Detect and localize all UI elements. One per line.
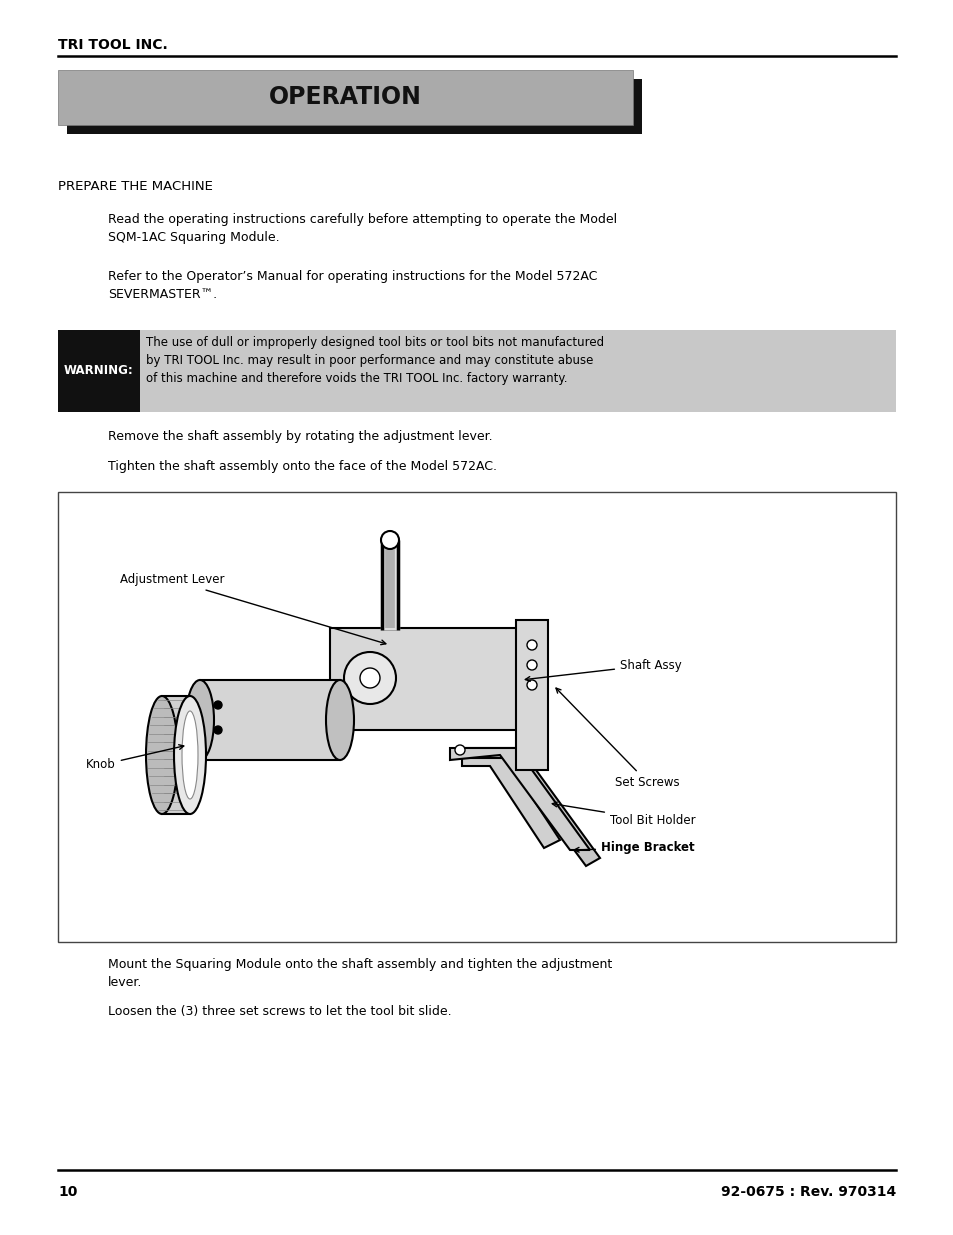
Text: Mount the Squaring Module onto the shaft assembly and tighten the adjustment
lev: Mount the Squaring Module onto the shaft… [108, 958, 612, 989]
Circle shape [213, 726, 222, 734]
Ellipse shape [186, 680, 213, 760]
FancyBboxPatch shape [58, 330, 895, 412]
Text: TRI TOOL INC.: TRI TOOL INC. [58, 38, 168, 52]
Circle shape [526, 659, 537, 671]
Text: Read the operating instructions carefully before attempting to operate the Model: Read the operating instructions carefull… [108, 212, 617, 245]
Ellipse shape [182, 711, 198, 799]
Text: 10: 10 [58, 1186, 77, 1199]
Circle shape [380, 531, 398, 550]
FancyBboxPatch shape [516, 620, 547, 769]
Text: Set Screws: Set Screws [556, 688, 679, 788]
FancyBboxPatch shape [200, 680, 339, 760]
Text: WARNING:: WARNING: [64, 364, 133, 378]
Text: Tighten the shaft assembly onto the face of the Model 572AC.: Tighten the shaft assembly onto the face… [108, 459, 497, 473]
Polygon shape [461, 758, 559, 848]
Text: Remove the shaft assembly by rotating the adjustment lever.: Remove the shaft assembly by rotating th… [108, 430, 492, 443]
Text: Hinge Bracket: Hinge Bracket [574, 841, 694, 855]
Circle shape [526, 680, 537, 690]
FancyBboxPatch shape [330, 629, 519, 730]
Ellipse shape [326, 680, 354, 760]
Text: 92-0675 : Rev. 970314: 92-0675 : Rev. 970314 [720, 1186, 895, 1199]
Ellipse shape [146, 697, 178, 814]
Text: Adjustment Lever: Adjustment Lever [120, 573, 385, 645]
Text: OPERATION: OPERATION [269, 85, 421, 110]
Text: Tool Bit Holder: Tool Bit Holder [552, 802, 695, 826]
Text: The use of dull or improperly designed tool bits or tool bits not manufactured
b: The use of dull or improperly designed t… [146, 336, 603, 385]
Text: Knob: Knob [86, 745, 184, 772]
Circle shape [344, 652, 395, 704]
FancyBboxPatch shape [58, 492, 895, 942]
Ellipse shape [173, 697, 206, 814]
FancyBboxPatch shape [58, 70, 633, 125]
Text: Loosen the (3) three set screws to let the tool bit slide.: Loosen the (3) three set screws to let t… [108, 1005, 451, 1018]
Text: Refer to the Operator’s Manual for operating instructions for the Model 572AC
SE: Refer to the Operator’s Manual for opera… [108, 270, 597, 301]
FancyBboxPatch shape [67, 79, 641, 135]
Text: Shaft Assy: Shaft Assy [525, 658, 681, 682]
Circle shape [359, 668, 379, 688]
Circle shape [455, 745, 464, 755]
FancyBboxPatch shape [162, 697, 190, 814]
Circle shape [213, 701, 222, 709]
Polygon shape [461, 748, 599, 866]
Polygon shape [450, 748, 589, 850]
Circle shape [526, 640, 537, 650]
FancyBboxPatch shape [58, 330, 140, 412]
Text: PREPARE THE MACHINE: PREPARE THE MACHINE [58, 180, 213, 193]
